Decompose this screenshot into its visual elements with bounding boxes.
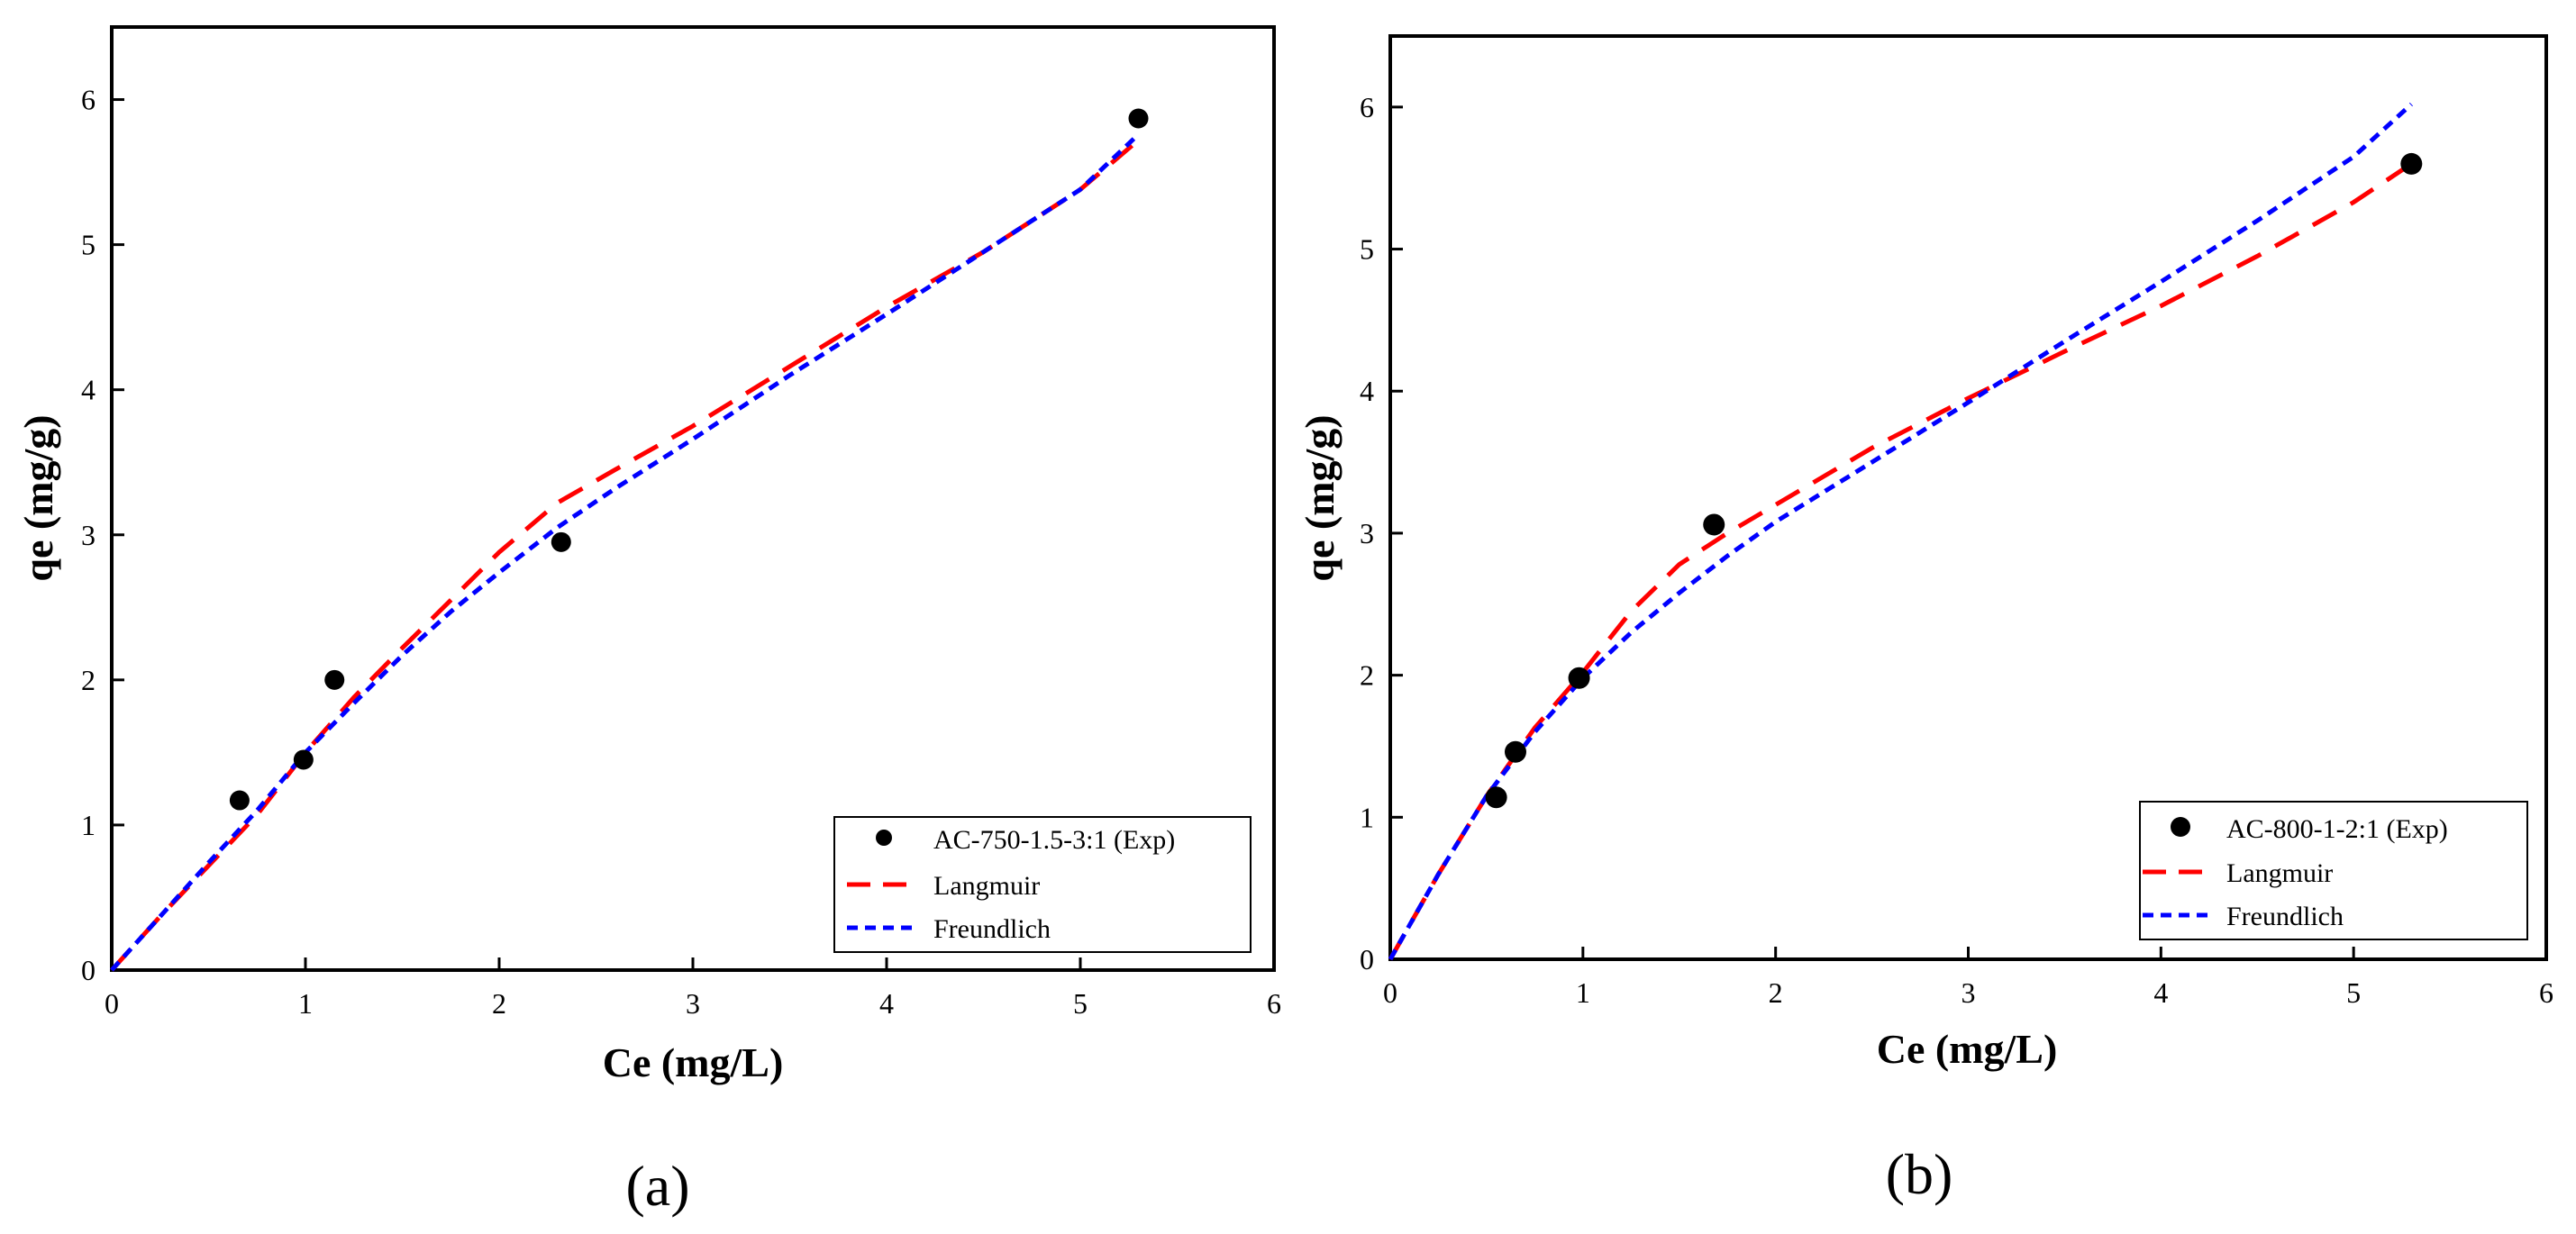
freundlich-fit-line (1388, 102, 2413, 961)
x-tick-label: 1 (1576, 976, 1590, 1009)
legend-label-freundlich: Freundlich (2226, 902, 2344, 931)
y-tick-label: 3 (81, 519, 96, 551)
x-tick-label: 5 (2346, 976, 2361, 1009)
y-tick-label: 0 (81, 954, 96, 986)
x-tick-label: 4 (2153, 976, 2168, 1009)
y-axis-label: qe (mg/g) (15, 414, 61, 581)
legend-marker-exp (876, 830, 892, 846)
x-tick-label: 3 (686, 987, 700, 1020)
legend-marker-exp (2171, 817, 2190, 837)
langmuir-fit-line (1388, 161, 2413, 961)
exp-data-point (1568, 667, 1590, 689)
y-tick-label: 4 (1360, 375, 1374, 407)
x-tick-label: 0 (105, 987, 119, 1020)
x-tick-label: 6 (1267, 987, 1281, 1020)
x-axis-label: Ce (mg/L) (603, 1039, 784, 1085)
legend: AC-800-1-2:1 (Exp) Langmuir Freundlich (2139, 801, 2528, 940)
x-tick-label: 0 (1383, 976, 1397, 1009)
y-tick-label: 4 (81, 374, 96, 406)
exp-data-point (1703, 513, 1725, 536)
panel-label-a: (a) (625, 1154, 689, 1218)
y-tick-label: 2 (1360, 659, 1374, 692)
x-tick-label: 4 (879, 987, 894, 1020)
chart-panel-a: 0 1 2 3 4 5 6 0 1 2 3 4 5 6 Ce (mg/L) qe (mg/g) AC-75… (15, 25, 1281, 1218)
exp-data-point (1485, 786, 1507, 809)
exp-data-point (229, 790, 250, 811)
langmuir-fit-line (110, 138, 1141, 972)
y-tick-label: 5 (1360, 233, 1374, 266)
axis-ticks: 0 1 2 3 4 5 6 0 1 2 3 4 5 6 (81, 84, 1281, 1020)
chart-panel-b: 0 1 2 3 4 5 6 0 1 2 3 4 5 6 Ce (mg/L) qe (mg/g) AC-80… (1297, 34, 2553, 1206)
exp-data-point (551, 531, 571, 552)
legend-label-langmuir: Langmuir (933, 871, 1040, 901)
x-tick-label: 3 (1962, 976, 1976, 1009)
y-tick-label: 1 (81, 809, 96, 841)
legend: AC-750-1.5-3:1 (Exp) Langmuir Freundlich (833, 816, 1252, 953)
exp-data-point (1504, 740, 1526, 763)
y-tick-label: 2 (81, 664, 96, 696)
exp-data-point (1128, 108, 1149, 129)
legend-label-langmuir: Langmuir (2226, 858, 2333, 888)
x-tick-label: 2 (492, 987, 506, 1020)
legend-label-freundlich: Freundlich (933, 914, 1051, 944)
y-tick-label: 1 (1360, 801, 1374, 833)
series-layer (110, 108, 1149, 972)
series-layer (1388, 102, 2423, 961)
y-tick-label: 5 (81, 229, 96, 261)
y-tick-label: 6 (81, 84, 96, 116)
y-tick-label: 0 (1360, 943, 1374, 975)
y-tick-label: 3 (1360, 517, 1374, 549)
x-axis-label: Ce (mg/L) (1877, 1026, 2058, 1072)
y-axis-label: qe (mg/g) (1297, 414, 1343, 581)
x-tick-label: 1 (298, 987, 313, 1020)
legend-label-exp: AC-750-1.5-3:1 (Exp) (933, 825, 1175, 855)
axis-ticks: 0 1 2 3 4 5 6 0 1 2 3 4 5 6 (1360, 91, 2553, 1009)
x-tick-label: 2 (1769, 976, 1783, 1009)
x-tick-label: 5 (1073, 987, 1088, 1020)
exp-data-point (2400, 152, 2423, 175)
legend-label-exp: AC-800-1-2:1 (Exp) (2226, 814, 2448, 844)
exp-data-point (324, 669, 345, 690)
y-tick-label: 6 (1360, 91, 1374, 123)
panel-label-b: (b) (1886, 1142, 1953, 1206)
exp-data-point (293, 749, 314, 770)
x-tick-label: 6 (2539, 976, 2553, 1009)
